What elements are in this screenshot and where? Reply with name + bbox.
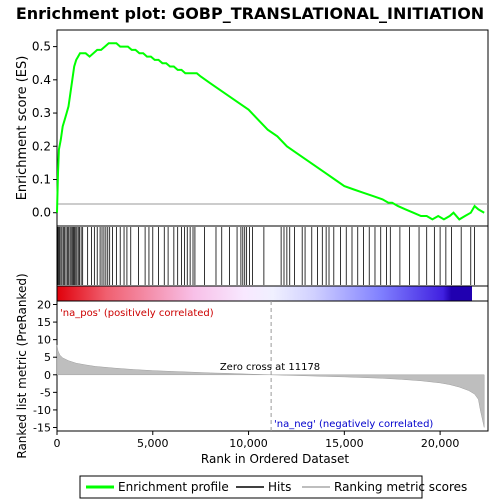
metric-y-tick-label: -5 <box>40 386 51 399</box>
legend: Enrichment profile Hits Ranking metric s… <box>79 475 467 499</box>
rank-x-tick-label: 20,000 <box>421 437 460 450</box>
metric-y-tick-label: 0 <box>44 369 51 382</box>
metric-y-ticks: -15 -10 -5 0 5 10 15 20 <box>33 299 57 434</box>
es-y-tick-label: 0.4 <box>32 73 51 87</box>
es-y-tick-label: 0.0 <box>32 206 51 220</box>
chart-title: Enrichment plot: GOBP_TRANSLATIONAL_INIT… <box>16 4 484 23</box>
ranking-metric-area <box>56 344 485 428</box>
enrichment-profile-line <box>56 42 485 221</box>
rank-x-tick-label: 10,000 <box>229 437 268 450</box>
hit-marks <box>57 227 475 285</box>
legend-metric-label: Ranking metric scores <box>334 480 467 494</box>
rank-x-axis-label: Rank in Ordered Dataset <box>201 452 349 466</box>
es-y-tick-label: 0.1 <box>32 172 51 186</box>
metric-y-tick-label: 10 <box>37 334 51 347</box>
rank-x-tick-label: 5,000 <box>137 437 169 450</box>
metric-plot-frame <box>56 300 489 432</box>
metric-y-tick-label: 15 <box>37 316 51 329</box>
metric-y-tick-label: 20 <box>37 299 51 312</box>
rank-x-tick-label: 15,000 <box>325 437 364 450</box>
es-y-axis-label: Enrichment score (ES) <box>15 56 30 201</box>
pos-label: 'na_pos' (positively correlated) <box>60 308 214 319</box>
es-y-tick-label: 0.2 <box>32 139 51 153</box>
metric-y-tick-label: -15 <box>33 421 51 434</box>
rank-x-ticks: 0 5,000 10,000 15,000 20,000 <box>54 431 460 450</box>
hits-panel <box>56 225 489 287</box>
ranked-metric-panel: Zero cross at 11178 'na_pos' (positively… <box>15 273 489 466</box>
hits-frame <box>56 225 489 287</box>
enrichment-score-panel: 0.0 0.1 0.2 0.3 0.4 0.5 Enrichment score (ES) <box>15 29 489 227</box>
metric-y-tick-label: -10 <box>33 404 51 417</box>
top-plot-frame <box>56 29 489 227</box>
es-y-ticks: 0.0 0.1 0.2 0.3 0.4 0.5 <box>32 40 57 220</box>
metric-y-tick-label: 5 <box>44 351 51 364</box>
zero-cross-label: Zero cross at 11178 <box>220 362 320 373</box>
metric-y-axis-label: Ranked list metric (PreRanked) <box>15 273 29 458</box>
es-y-tick-label: 0.5 <box>32 40 51 54</box>
rank-x-tick-label: 0 <box>54 437 61 450</box>
legend-hits-label: Hits <box>268 480 291 494</box>
rank-color-bar <box>57 286 472 301</box>
neg-label: 'na_neg' (negatively correlated) <box>274 419 433 430</box>
legend-enrichment-label: Enrichment profile <box>118 480 229 494</box>
es-y-tick-label: 0.3 <box>32 106 51 120</box>
